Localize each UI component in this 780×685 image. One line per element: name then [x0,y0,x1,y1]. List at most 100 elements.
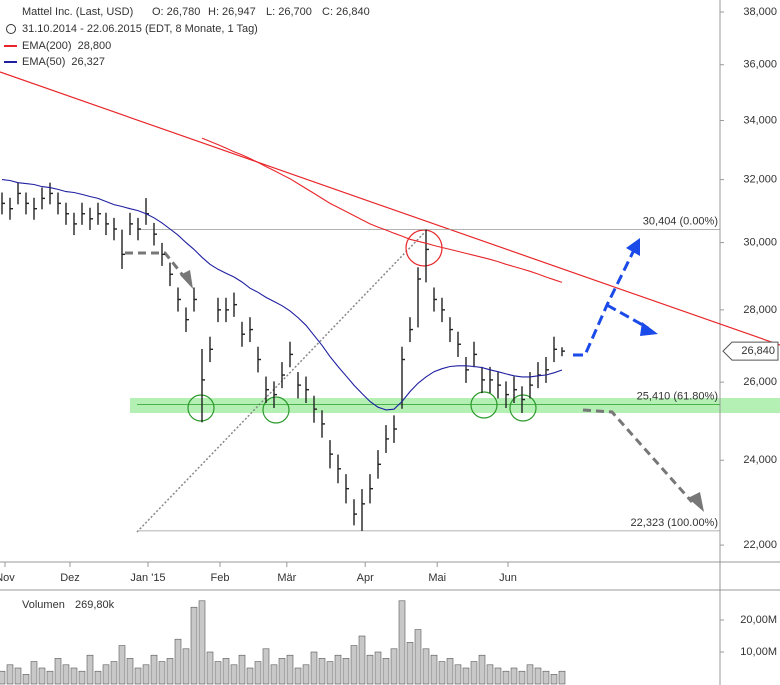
quote: H: 26,947 [208,6,256,18]
volume-bar [54,658,62,685]
volume-bar [358,635,366,685]
volume-bar [486,664,494,685]
volume-bar [190,606,198,685]
y-tick-label: 32,000 [743,174,777,186]
gray-arrows [125,251,694,503]
volume-bar [294,667,302,685]
legend-label: EMA(200) [22,40,72,52]
y-tick-label: 36,000 [743,59,777,71]
x-tick-label: Jun [499,572,517,584]
volume-bar [326,661,334,685]
volume-bar [494,667,502,685]
volume-bar [126,658,134,685]
arrowhead [180,270,193,289]
fib-label: 25,410 (61.80%) [637,390,718,402]
x-tick-label: Dez [60,572,80,584]
volume-bar [246,667,254,685]
volume-bar [534,667,542,685]
volume-bar [502,670,510,685]
fib-label: 30,404 (0.00%) [643,215,718,227]
legend-value: 26,327 [71,56,105,68]
fib-label: 22,323 (100.00%) [631,517,718,529]
volume-bar [38,667,46,685]
ema-line [1,179,563,411]
volume-bar [14,667,22,685]
x-tick-label: Apr [357,572,374,584]
volume-bar [198,600,206,685]
volume-bar [62,664,70,685]
last-price-label: 26,840 [741,345,775,357]
volume-bar [158,661,166,685]
volume-bar [222,658,230,685]
volume-bar [86,654,94,685]
volume-bar [470,661,478,685]
volume-bar [558,670,566,685]
y-tick-label: 24,000 [743,454,777,466]
x-tick-label: Nov [0,572,15,584]
volume-bar [454,664,462,685]
x-tick-label: Mai [428,572,446,584]
volume-bar [286,654,294,685]
x-tick-label: Mär [277,572,296,584]
y-tick-label: 38,000 [743,6,777,18]
y-tick-label: 22,000 [743,539,777,551]
volume-bar [390,648,398,685]
volume-bar [374,651,382,685]
legend-value: 28,800 [78,40,112,52]
volume-bar [398,600,406,685]
y-tick-label: 28,000 [743,304,777,316]
volume-bar [94,670,102,685]
x-tick-label: Jan '15 [130,572,165,584]
title: Mattel Inc. (Last, USD) [22,6,133,18]
legend-label: EMA(50) [22,56,65,68]
volume-bar [142,664,150,685]
clock-icon [6,24,16,34]
icon-box [5,3,17,21]
volume-bar [134,667,142,685]
support-band [130,398,780,413]
arrowhead [640,322,658,336]
volume-bar [150,654,158,685]
fib-diagonal [136,231,426,533]
volume-bar [254,661,262,685]
subtitle: 31.10.2014 - 22.06.2015 (EDT, 8 Monate, … [22,23,258,35]
volume-bar [310,651,318,685]
y-tick-label: 30,000 [743,236,777,248]
volume-bar [6,664,14,685]
volume-bar [542,670,550,685]
volume-bar [438,661,446,685]
volume-bar [550,674,558,685]
volume-bar [166,658,174,685]
volume-bar [70,667,78,685]
volume-bar [382,658,390,685]
volume-bar [102,664,110,685]
volume-bar [342,658,350,685]
volume-bar [510,667,518,685]
volume-bar [230,664,238,685]
volume-bar [334,654,342,685]
volume-value: 269,80k [75,599,115,611]
quote: C: 26,840 [322,6,370,18]
volume-bar [22,674,30,685]
volume-bar [78,670,86,685]
volume-bar [302,664,310,685]
last-price-flag [722,341,779,361]
volume-bar [462,667,470,685]
volume-bar [478,654,486,685]
volume-bar [46,670,54,685]
quote: L: 26,700 [266,6,312,18]
volume-bar [30,661,38,685]
peak-marker [405,229,443,267]
blue-arrows [573,249,649,357]
volume-tick-label: 20,00M [740,614,777,626]
markers [187,391,537,424]
volume-bar [422,648,430,685]
volume-bar [318,658,326,685]
volume-bar [526,664,534,685]
volume-bar [262,648,270,685]
ema-line [201,137,563,283]
volume-bar [118,645,126,685]
volume-bar [278,658,286,685]
volume-label: Volumen [22,599,65,611]
